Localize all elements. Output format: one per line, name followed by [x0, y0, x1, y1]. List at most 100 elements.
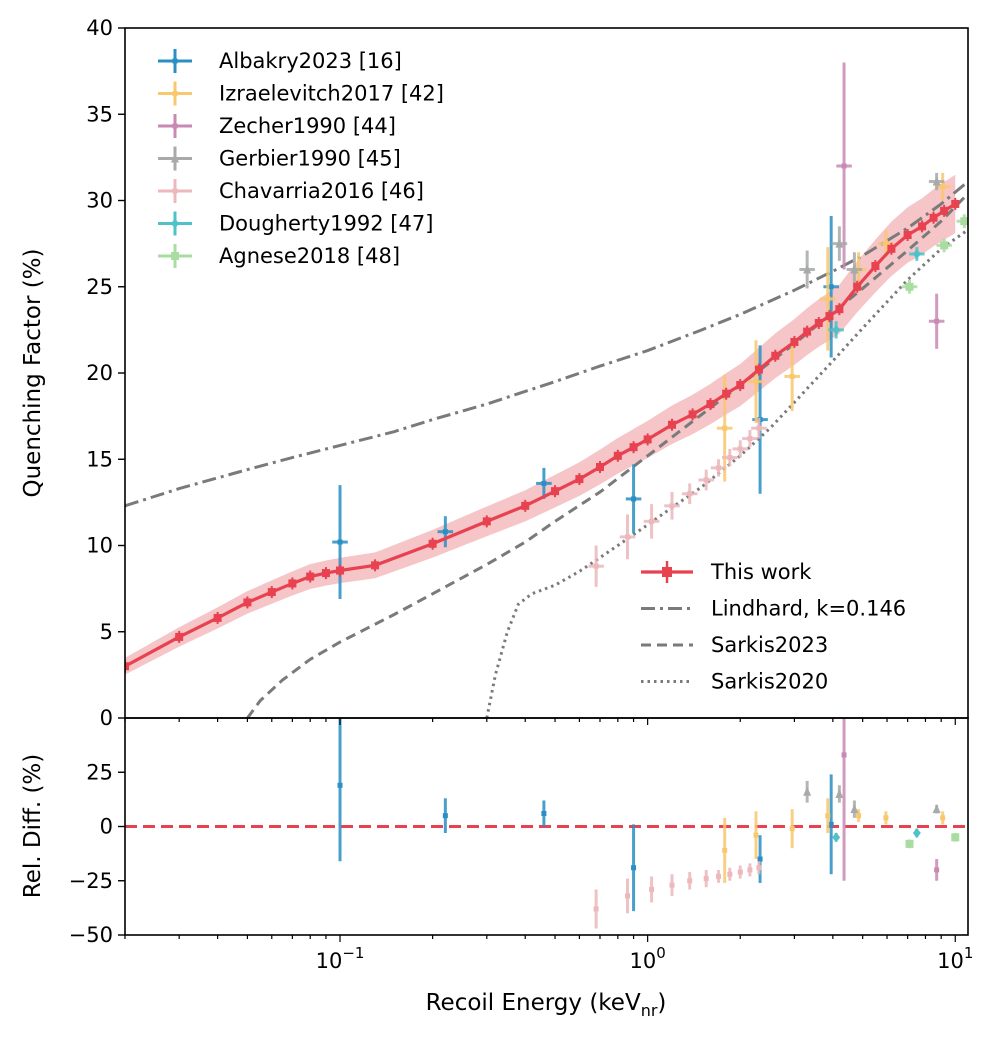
main-y-ticks: 0 5 10 15 20 25 30 35 40: [86, 16, 125, 730]
chavarria2016-46-residual-point: [687, 878, 693, 884]
chavarria2016-46-residual-point: [593, 906, 599, 912]
this-work-point: [790, 337, 799, 346]
residual-y-axis-label: Rel. Diff. (%): [20, 754, 46, 898]
residual-y-tick-label: 0: [100, 815, 113, 839]
chavarria2016-46-legend-label: Chavarria2016 [46]: [219, 179, 424, 203]
this-work-point: [835, 305, 844, 314]
dougherty1992-47-point: [912, 248, 921, 259]
x-axis-label: Recoil Energy (keVnr): [426, 990, 667, 1020]
agnese2018-48-legend-label: Agnese2018 [48]: [219, 244, 400, 268]
this-work-point: [288, 579, 297, 588]
chavarria2016-46-point: [747, 436, 753, 442]
x-tick-label: 100: [630, 944, 666, 973]
chavarria2016-46-residual-point: [756, 865, 762, 871]
this-work-point: [243, 598, 252, 607]
chavarria2016-46-point: [593, 563, 599, 569]
gerbier1990-45-point: [835, 238, 844, 248]
agnese2018-48-residual-point: [951, 833, 960, 842]
albakry2023-16-point: [442, 529, 448, 535]
albakry2023-16-residual-point: [337, 782, 343, 788]
albakry2023-16-residual-point: [757, 856, 763, 862]
this-work-point: [371, 561, 380, 570]
this-work-point: [629, 443, 638, 452]
albakry2023-16-point: [828, 284, 834, 290]
gerbier1990-45-residual-point: [850, 804, 859, 814]
this-work-point: [613, 451, 622, 460]
albakry2023-16-residual-point: [541, 810, 547, 816]
chavarria2016-46-point: [687, 491, 693, 497]
izraelevitch2017-42-residual-point: [753, 832, 759, 838]
this-work-point: [736, 381, 745, 390]
lindhard-k-0-146-line: [125, 180, 968, 508]
gerbier1990-45-residual-point: [932, 804, 941, 814]
izraelevitch2017-42-legend-marker: [172, 91, 178, 96]
zecher1990-44-legend-marker: [172, 123, 178, 129]
this-work-point: [887, 244, 896, 253]
albakry2023-16-residual-point: [828, 821, 834, 827]
main-uncertainty-band: [125, 174, 956, 675]
residual-y-tick-label: −50: [69, 923, 113, 947]
albakry2023-16-legend-marker: [172, 58, 178, 64]
this-work-point: [336, 566, 345, 575]
this-work-point: [754, 365, 763, 374]
main-model-lines: [125, 180, 968, 718]
izraelevitch2017-42-point: [825, 296, 831, 302]
zecher1990-44-legend-label: Zecher1990 [44]: [219, 114, 396, 138]
chavarria2016-46-point: [716, 465, 722, 471]
this-work-point: [482, 517, 491, 526]
this-work-point: [688, 410, 697, 419]
main-y-tick-label: 10: [86, 534, 113, 558]
x-tick-label-base: 10: [316, 949, 343, 973]
gerbier1990-45-residual-point: [835, 788, 844, 798]
gerbier1990-45-legend-marker: [171, 153, 179, 163]
agnese2018-48-point: [960, 217, 968, 226]
chavarria2016-46-point: [703, 477, 709, 483]
izraelevitch2017-42-point: [883, 241, 889, 247]
legend-top-left: Albakry2023 [16] Izraelevitch2017 [42] Zec…: [158, 49, 444, 268]
chavarria2016-46-point: [669, 503, 675, 509]
x-tick-label: 101: [937, 944, 973, 973]
residual-measurements: [337, 718, 960, 929]
albakry2023-16-legend-label: Albakry2023 [16]: [219, 49, 402, 73]
x-tick-label-base: 10: [630, 949, 657, 973]
main-y-tick-label: 40: [86, 16, 113, 40]
x-tick-label-base: 10: [937, 949, 964, 973]
main-y-tick-label: 5: [100, 620, 113, 644]
chavarria2016-46-residual-point: [727, 871, 733, 877]
dougherty1992-47-legend-label: Dougherty1992 [47]: [219, 212, 433, 236]
x-axis-label-main: Recoil Energy (keV: [426, 990, 641, 1016]
this-work-point: [814, 318, 823, 327]
this-work-point: [929, 213, 938, 222]
chavarria2016-46-point: [727, 455, 733, 461]
zecher1990-44-point: [841, 163, 847, 169]
izraelevitch2017-42-point: [940, 184, 946, 190]
izraelevitch2017-42-point: [753, 379, 759, 385]
this-work-legend-marker: [662, 567, 672, 577]
this-work-point: [722, 389, 731, 398]
this-work-point: [668, 420, 677, 429]
chavarria2016-46-residual-point: [669, 882, 675, 888]
chavarria2016-46-point: [624, 534, 630, 540]
agnese2018-48-residual-point: [905, 839, 914, 848]
this-work-point: [306, 572, 315, 581]
this-work-point: [951, 199, 960, 208]
agnese2018-48-legend-marker: [171, 252, 179, 260]
izraelevitch2017-42-point: [789, 373, 795, 379]
sarkis2023-legend-label: Sarkis2023: [711, 633, 828, 657]
this-work-point: [871, 262, 880, 271]
this-work-point: [825, 312, 834, 321]
residual-y-tick-label: 25: [86, 760, 113, 784]
chavarria2016-46-residual-point: [624, 893, 630, 899]
agnese2018-48-point: [940, 241, 949, 250]
x-axis-label-end: ): [657, 990, 666, 1016]
this-work-point: [903, 231, 912, 239]
main-y-tick-label: 0: [100, 706, 113, 730]
this-work-point: [643, 435, 652, 444]
x-tick-label: 10−1: [316, 944, 365, 973]
izraelevitch2017-42-residual-point: [883, 815, 889, 821]
dougherty1992-47-residual-point: [912, 828, 921, 839]
chavarria2016-46-residual-point: [737, 869, 743, 875]
dougherty1992-47-legend-marker: [171, 218, 179, 229]
residual-y-ticks: −50 −25 0 25: [69, 760, 125, 947]
zecher1990-44-residual-point: [934, 867, 940, 873]
